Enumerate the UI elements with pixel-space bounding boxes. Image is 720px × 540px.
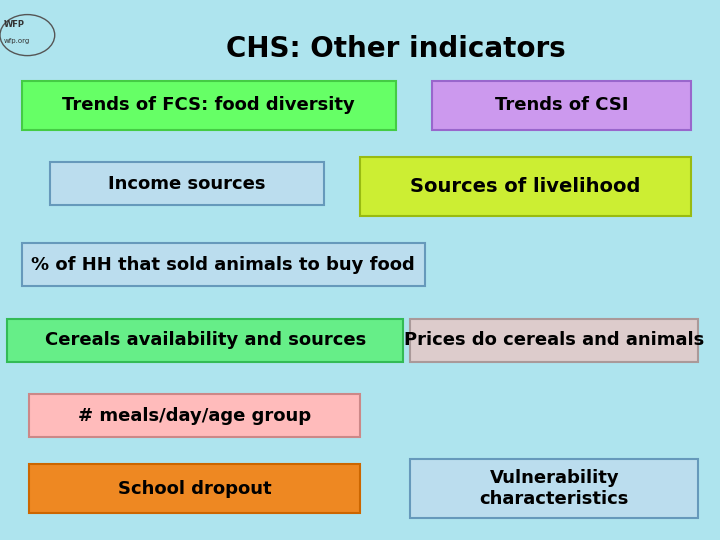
FancyBboxPatch shape (410, 319, 698, 362)
FancyBboxPatch shape (29, 394, 360, 437)
Text: Prices do cereals and animals: Prices do cereals and animals (404, 331, 705, 349)
Text: % of HH that sold animals to buy food: % of HH that sold animals to buy food (32, 255, 415, 274)
Text: CHS: Other indicators: CHS: Other indicators (226, 35, 566, 63)
Text: wfp.org: wfp.org (4, 37, 30, 44)
Text: WFP: WFP (4, 20, 24, 29)
Text: # meals/day/age group: # meals/day/age group (78, 407, 311, 425)
Text: Vulnerability
characteristics: Vulnerability characteristics (480, 469, 629, 508)
Text: Trends of CSI: Trends of CSI (495, 96, 629, 114)
Text: Trends of FCS: food diversity: Trends of FCS: food diversity (63, 96, 355, 114)
FancyBboxPatch shape (410, 459, 698, 518)
FancyBboxPatch shape (360, 157, 691, 216)
Text: School dropout: School dropout (117, 480, 271, 498)
FancyBboxPatch shape (432, 81, 691, 130)
FancyBboxPatch shape (22, 243, 425, 286)
FancyBboxPatch shape (22, 81, 396, 130)
Text: Sources of livelihood: Sources of livelihood (410, 177, 641, 196)
FancyBboxPatch shape (7, 319, 403, 362)
Text: Cereals availability and sources: Cereals availability and sources (45, 331, 366, 349)
FancyBboxPatch shape (50, 162, 324, 205)
Text: Income sources: Income sources (109, 174, 266, 193)
FancyBboxPatch shape (29, 464, 360, 513)
